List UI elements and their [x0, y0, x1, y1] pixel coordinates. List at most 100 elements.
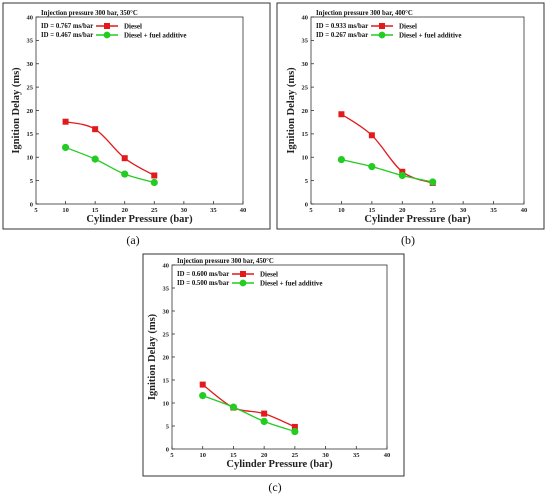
- y-tick-label: 10: [163, 400, 170, 407]
- x-tick-label: 30: [460, 207, 467, 214]
- y-tick-label: 25: [27, 84, 34, 91]
- series-line-additive: [65, 146, 155, 184]
- y-tick-label: 40: [163, 262, 170, 269]
- id-note-diesel: ID = 0.600 ms/bar: [177, 271, 229, 278]
- legend-marker: [104, 23, 110, 29]
- y-tick-label: 10: [302, 155, 309, 162]
- y-tick-label: 0: [30, 201, 33, 208]
- legend-marker: [103, 31, 111, 39]
- y-tick-label: 15: [27, 131, 34, 138]
- y-tick-label: 15: [302, 131, 309, 138]
- legend-marker: [239, 279, 247, 287]
- y-tick-label: 40: [27, 14, 34, 21]
- data-point-diesel: [261, 410, 268, 417]
- x-tick-label: 20: [261, 452, 268, 459]
- legend-marker: [378, 31, 386, 39]
- data-point-additive: [291, 427, 299, 436]
- legend-label-additive: Diesel + fuel additive: [260, 279, 323, 287]
- x-tick-label: 10: [199, 452, 206, 459]
- y-tick-label: 30: [27, 61, 34, 68]
- legend-label-diesel: Diesel: [260, 270, 278, 278]
- data-point-diesel: [151, 172, 158, 179]
- panel-frame: [276, 2, 545, 230]
- x-axis-label: Cylinder Pressure (bar): [226, 459, 333, 470]
- y-tick-label: 15: [163, 377, 170, 384]
- panel-label: (a): [126, 233, 139, 247]
- data-point-diesel: [199, 381, 206, 388]
- legend-label-diesel: Diesel: [124, 22, 142, 30]
- id-note-diesel: ID = 0.767 ms/bar: [41, 23, 93, 30]
- y-tick-label: 0: [305, 201, 308, 208]
- data-point-additive: [398, 171, 406, 180]
- panel-frame: [142, 253, 405, 477]
- legend-label-diesel: Diesel: [399, 22, 417, 30]
- x-tick-label: 30: [322, 452, 329, 459]
- id-note-additive: ID = 0.267 ms/bar: [316, 32, 368, 39]
- data-point-diesel: [338, 111, 345, 118]
- data-point-additive: [429, 178, 437, 186]
- x-tick-label: 40: [521, 207, 528, 214]
- x-tick-label: 25: [151, 207, 158, 214]
- chart-panel-2: 5 10 15 20 25 30 35 400510152025303540Cylinder …: [276, 2, 545, 230]
- data-point-diesel: [62, 118, 69, 125]
- x-tick-label: 5: [170, 452, 174, 459]
- data-point-diesel: [121, 155, 128, 162]
- x-tick-label: 25: [292, 452, 299, 459]
- legend-label-additive: Diesel + fuel additive: [124, 31, 187, 39]
- data-point-additive: [337, 155, 346, 164]
- x-tick-label: 40: [384, 452, 391, 459]
- data-point-additive: [61, 143, 70, 152]
- panel-header: Injection pressure 300 bar, 350°C: [41, 10, 138, 17]
- chart-panel-1: 5 10 15 20 25 30 35 400510152025303540Cylinder …: [2, 2, 271, 230]
- data-point-additive: [199, 392, 207, 400]
- id-note-diesel: ID = 0.933 ms/bar: [316, 23, 368, 30]
- y-tick-label: 0: [166, 446, 169, 453]
- series-line-additive: [341, 158, 433, 183]
- panel-header: Injection pressure 300 bar, 450°C: [177, 258, 274, 265]
- legend-marker: [379, 23, 385, 29]
- data-point-additive: [150, 178, 158, 187]
- panel-label: (c): [268, 480, 281, 494]
- y-tick-label: 30: [163, 308, 170, 315]
- data-point-additive: [229, 403, 238, 411]
- x-tick-label: 20: [399, 207, 406, 214]
- y-axis-label: Ignition Delay (ms): [147, 313, 158, 400]
- data-point-additive: [260, 417, 268, 425]
- x-tick-label: 15: [369, 207, 376, 214]
- x-tick-label: 5: [34, 207, 38, 214]
- data-point-additive: [121, 170, 129, 178]
- y-axis-label: Ignition Delay (ms): [286, 67, 297, 154]
- series-line-diesel: [202, 384, 296, 428]
- y-tick-label: 5: [166, 423, 170, 430]
- y-tick-label: 40: [302, 14, 309, 21]
- y-tick-label: 35: [302, 38, 309, 45]
- x-tick-label: 20: [121, 207, 128, 214]
- panel-label: (b): [401, 233, 415, 247]
- x-tick-label: 10: [338, 207, 345, 214]
- x-tick-label: 35: [210, 207, 217, 214]
- x-tick-label: 5: [309, 207, 313, 214]
- data-point-additive: [91, 155, 99, 163]
- y-tick-label: 5: [30, 178, 34, 185]
- id-note-additive: ID = 0.467 ms/bar: [41, 32, 93, 39]
- y-tick-label: 35: [163, 285, 170, 292]
- x-axis-label: Cylinder Pressure (bar): [86, 214, 193, 225]
- y-tick-label: 20: [27, 108, 34, 115]
- legend-label-additive: Diesel + fuel additive: [399, 31, 462, 39]
- y-tick-label: 20: [163, 354, 170, 361]
- data-point-diesel: [92, 126, 99, 133]
- y-tick-label: 25: [302, 84, 309, 91]
- chart-panel-3: 5 10 15 20 25 30 35 400510152025303540Cylinder …: [142, 253, 405, 477]
- x-tick-label: 25: [429, 207, 436, 214]
- legend-marker: [240, 271, 246, 277]
- series-line-diesel: [65, 121, 155, 177]
- data-point-diesel: [368, 132, 375, 139]
- x-tick-label: 10: [62, 207, 69, 214]
- y-tick-label: 20: [302, 108, 309, 115]
- y-tick-label: 5: [305, 178, 309, 185]
- x-tick-label: 35: [353, 452, 360, 459]
- y-tick-label: 25: [163, 331, 170, 338]
- x-tick-label: 15: [92, 207, 99, 214]
- y-tick-label: 10: [27, 155, 34, 162]
